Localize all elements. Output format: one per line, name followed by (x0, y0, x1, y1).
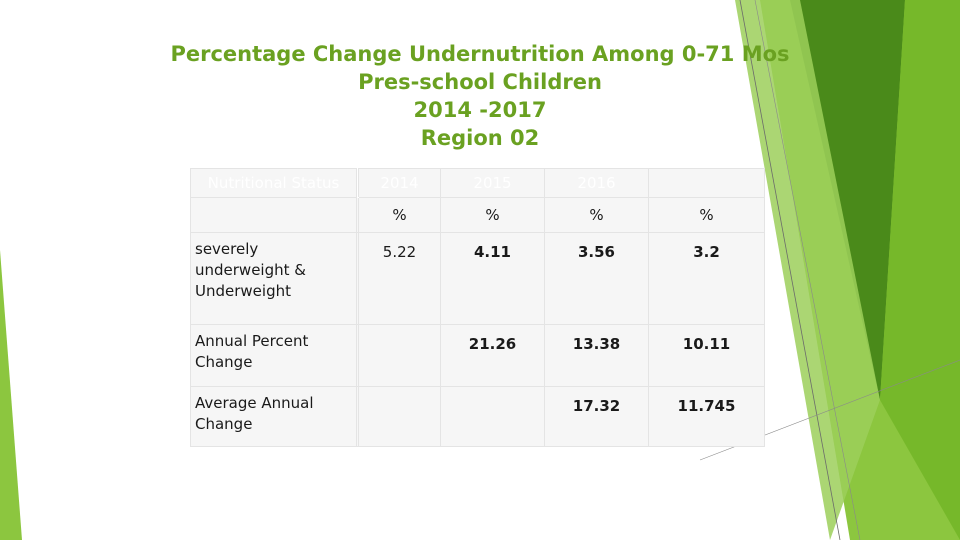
decor-line-1 (739, 0, 841, 540)
cell-value: 10.11 (648, 324, 765, 387)
row-label-underweight: severely underweight & Underweight (190, 232, 357, 325)
unit-percent: % (358, 197, 441, 233)
decor-line-2 (754, 0, 861, 540)
cell-value: 17.32 (544, 386, 649, 447)
cell-value: 4.11 (440, 232, 545, 325)
header-year-blank (648, 168, 765, 198)
unit-percent: % (648, 197, 765, 233)
header-year-2015: 2015 (440, 168, 545, 198)
title-line-2: Pres-school Children (358, 70, 602, 94)
unit-percent: % (440, 197, 545, 233)
units-row: % % % % (190, 197, 765, 233)
left-green-stripe (0, 250, 22, 540)
table-row: severely underweight & Underweight 5.22 … (190, 232, 765, 325)
cell-value (358, 386, 441, 447)
title-line-4: Region 02 (420, 126, 540, 150)
header-nutritional-status: Nutritional Status (190, 168, 357, 198)
table-row: Average Annual Change 17.32 11.745 (190, 386, 765, 447)
undernutrition-table: Nutritional Status 2014 2015 2016 % % % … (190, 168, 765, 447)
cell-value: 3.2 (648, 232, 765, 325)
header-year-2014: 2014 (358, 168, 441, 198)
slide-title: Percentage Change Undernutrition Among 0… (140, 40, 820, 152)
row-label-annual-percent-change: Annual Percent Change (190, 324, 357, 387)
cell-value: 13.38 (544, 324, 649, 387)
cell-value: 3.56 (544, 232, 649, 325)
cell-value: 11.745 (648, 386, 765, 447)
header-year-2016: 2016 (544, 168, 649, 198)
row-label-average-annual-change: Average Annual Change (190, 386, 357, 447)
units-row-label-blank (190, 197, 357, 233)
table-header-row: Nutritional Status 2014 2015 2016 (190, 168, 765, 198)
cell-value (358, 324, 441, 387)
title-line-3: 2014 -2017 (413, 98, 547, 122)
title-line-1: Percentage Change Undernutrition Among 0… (170, 42, 790, 66)
cell-value: 21.26 (440, 324, 545, 387)
cell-value (440, 386, 545, 447)
unit-percent: % (544, 197, 649, 233)
right-bright-green-panel (880, 0, 960, 540)
cell-value: 5.22 (358, 232, 441, 325)
table-row: Annual Percent Change 21.26 13.38 10.11 (190, 324, 765, 387)
